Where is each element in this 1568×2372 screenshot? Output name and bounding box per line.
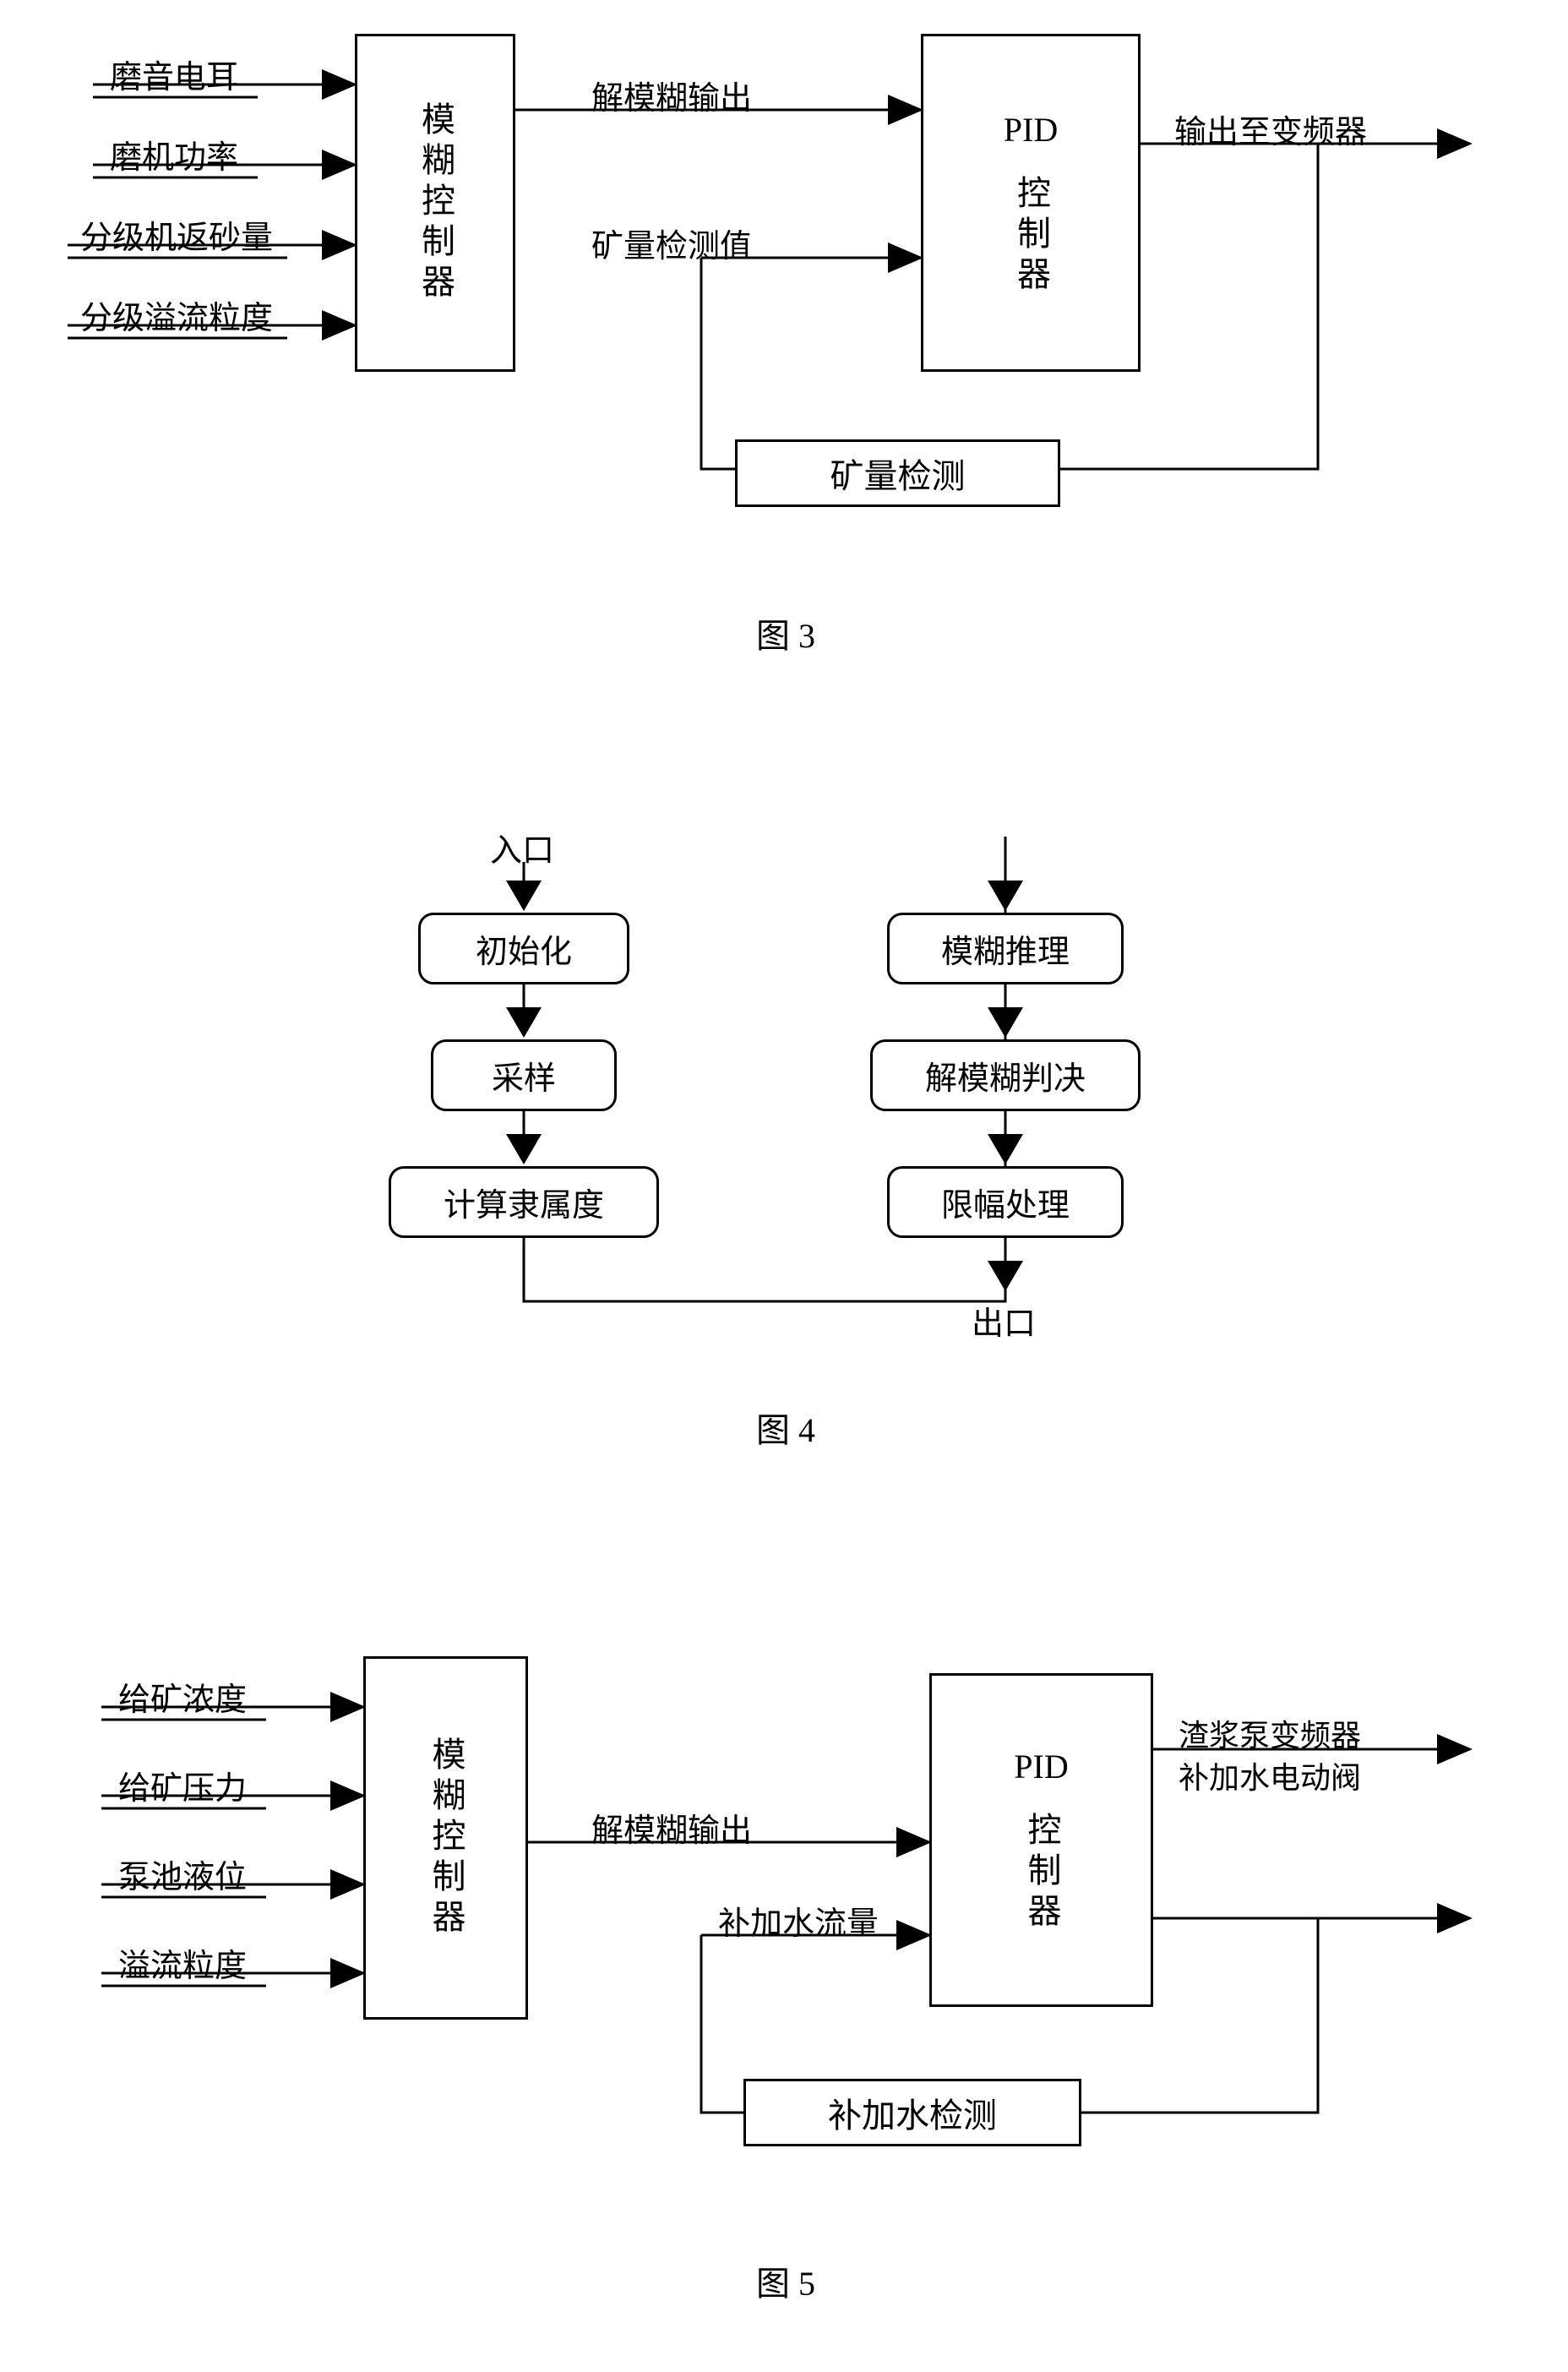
fig3-input-3: 分级机返砂量	[80, 211, 273, 258]
fig5-fuzzy-text: 模糊控制器	[422, 1737, 471, 1939]
fig3-caption: 图 3	[735, 608, 836, 657]
fig3-input-1: 磨音电耳	[110, 51, 238, 97]
figure-5: 给矿浓度 给矿压力 泵池液位 溢流粒度 模糊控制器 解模糊输出 补加水流量 PI…	[0, 1606, 1568, 2366]
fig4-init-text: 初始化	[476, 925, 572, 972]
fig3-pid-top: PID	[1004, 110, 1058, 150]
fig5-input-4: 溢流粒度	[118, 1939, 247, 1986]
fig5-defuzz-label: 解模糊输出	[591, 1804, 752, 1851]
fig5-pid-top: PID	[1014, 1747, 1068, 1786]
fig4-infer-box: 模糊推理	[887, 913, 1124, 984]
figure-3: 磨音电耳 磨机功率 分级机返砂量 分级溢流粒度 模糊控制器 解模糊输出 矿量检测…	[0, 0, 1568, 676]
fig5-pid-box: PID 控制器	[929, 1673, 1153, 2007]
fig4-member-text: 计算隶属度	[444, 1179, 604, 1225]
fig4-limit-box: 限幅处理	[887, 1166, 1124, 1238]
fig3-ore-value-label: 矿量检测值	[591, 220, 752, 266]
fig4-sample-text: 采样	[492, 1052, 556, 1099]
fig4-member-box: 计算隶属度	[389, 1166, 659, 1238]
figure-4: 入口 初始化 采样 计算隶属度 模糊推理 解模糊判决 限幅处理 出口 图 4	[0, 777, 1568, 1538]
fig3-output-label: 输出至变频器	[1174, 106, 1367, 152]
fig3-ore-detect-box: 矿量检测	[735, 439, 1060, 507]
fig4-judge-text: 解模糊判决	[925, 1052, 1086, 1099]
fig3-fuzzy-box: 模糊控制器	[355, 34, 515, 372]
fig5-pid-bottom: 控制器	[1017, 1812, 1066, 1933]
fig4-limit-text: 限幅处理	[941, 1179, 1070, 1225]
fig5-out1: 渣浆泵变频器	[1179, 1711, 1361, 1755]
fig3-fuzzy-text: 模糊控制器	[411, 101, 460, 304]
fig4-entry: 入口	[490, 824, 554, 870]
fig5-input-2: 给矿压力	[118, 1762, 247, 1808]
fig5-input-3: 泵池液位	[118, 1851, 247, 1897]
fig4-infer-text: 模糊推理	[941, 925, 1070, 972]
fig5-waterflow-label: 补加水流量	[718, 1897, 879, 1944]
fig5-water-detect-box: 补加水检测	[743, 2079, 1081, 2146]
fig5-caption: 图 5	[735, 2256, 836, 2305]
fig3-input-4: 分级溢流粒度	[80, 292, 273, 338]
fig5-fuzzy-box: 模糊控制器	[363, 1656, 528, 2020]
fig3-defuzz-label: 解模糊输出	[591, 72, 752, 118]
fig5-input-1: 给矿浓度	[118, 1673, 247, 1720]
fig4-exit: 出口	[972, 1297, 1036, 1344]
fig5-out2: 补加水电动阀	[1179, 1753, 1361, 1797]
fig4-judge-box: 解模糊判决	[870, 1039, 1141, 1111]
fig3-svg	[0, 0, 1568, 676]
fig3-pid-box: PID 控制器	[921, 34, 1141, 372]
fig4-caption: 图 4	[735, 1403, 836, 1452]
fig5-water-detect-text: 补加水检测	[828, 2088, 997, 2137]
fig4-sample-box: 采样	[431, 1039, 617, 1111]
fig4-init-box: 初始化	[418, 913, 629, 984]
fig3-ore-detect-text: 矿量检测	[830, 449, 966, 498]
fig3-pid-bottom: 控制器	[1006, 175, 1055, 297]
fig3-input-2: 磨机功率	[110, 131, 238, 177]
